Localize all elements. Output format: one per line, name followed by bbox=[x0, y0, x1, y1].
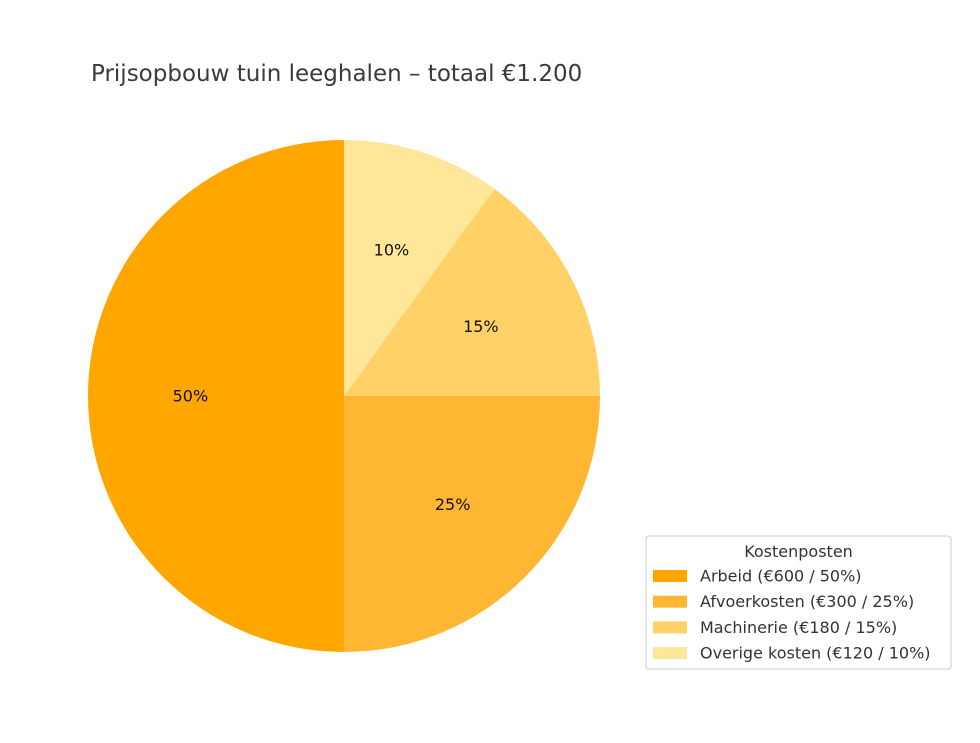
legend-label: Overige kosten (€120 / 10%) bbox=[700, 644, 931, 663]
legend-label: Afvoerkosten (€300 / 25%) bbox=[700, 592, 914, 611]
chart-title: Prijsopbouw tuin leeghalen – totaal €1.2… bbox=[91, 61, 582, 87]
legend-swatch bbox=[653, 570, 687, 582]
percent-label: 15% bbox=[463, 317, 499, 336]
pie-slice-overige-kosten bbox=[344, 140, 495, 396]
pie-slices bbox=[88, 140, 600, 652]
percent-label: 25% bbox=[435, 495, 471, 514]
percent-label: 50% bbox=[173, 387, 209, 406]
percent-label: 10% bbox=[374, 240, 410, 259]
pie-slice-arbeid bbox=[88, 140, 344, 652]
legend-label: Machinerie (€180 / 15%) bbox=[700, 618, 897, 637]
pie-slice-machinerie bbox=[344, 188, 600, 396]
legend-swatch bbox=[653, 621, 687, 634]
legend-swatch bbox=[653, 595, 687, 608]
legend: Kostenposten Arbeid (€600 / 50%) Afvoerko… bbox=[645, 535, 952, 670]
legend-frame bbox=[645, 535, 952, 670]
legend-title: Kostenposten bbox=[744, 542, 853, 561]
pie-percent-labels: 10% 15% 25% 50% bbox=[173, 240, 499, 514]
legend-entries: Arbeid (€600 / 50%) Afvoerkosten (€300 / … bbox=[653, 567, 931, 663]
pie-slice-afvoerkosten bbox=[344, 396, 600, 652]
legend-swatch bbox=[653, 647, 687, 660]
legend-label: Arbeid (€600 / 50%) bbox=[700, 567, 862, 586]
